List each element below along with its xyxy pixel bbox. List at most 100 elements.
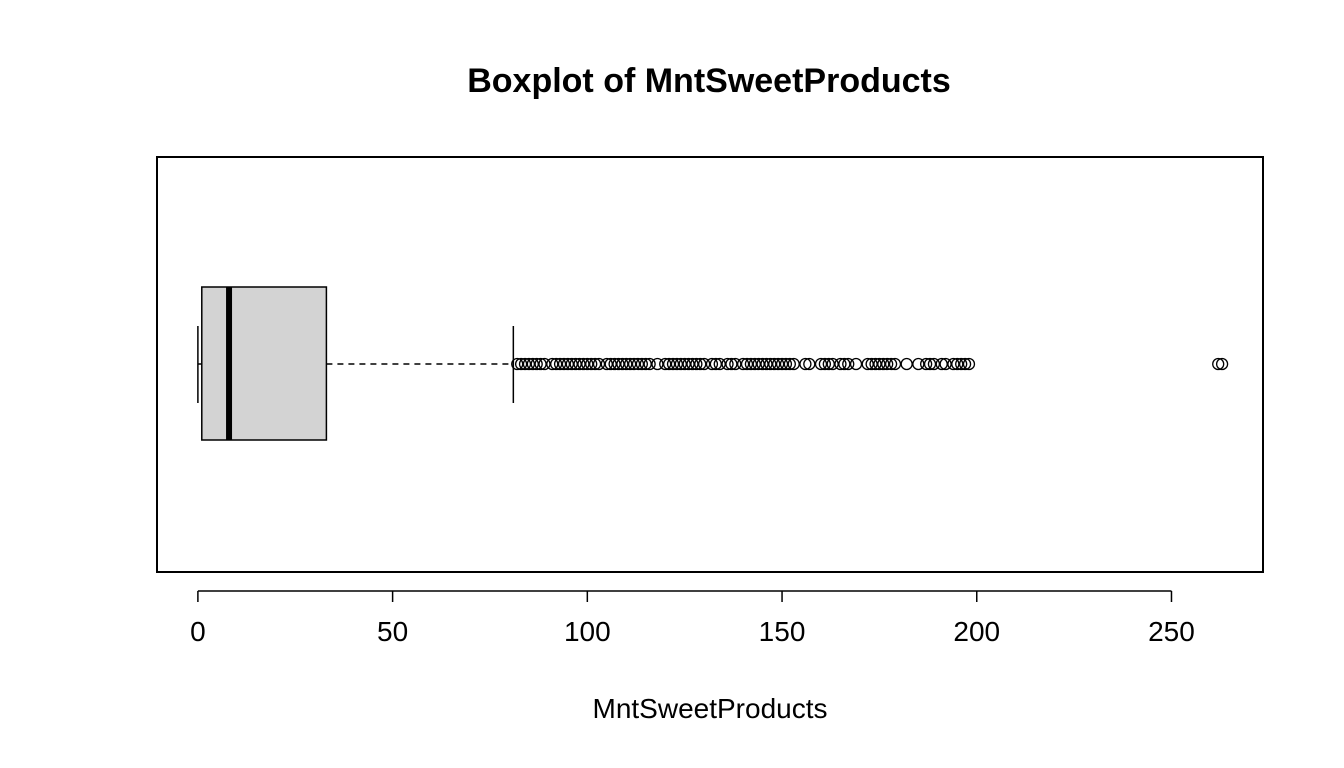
outlier-point: [873, 357, 886, 371]
outlier-point: [522, 357, 536, 371]
outlier-point: [912, 357, 925, 371]
outlier-point: [1212, 357, 1225, 371]
outlier-point: [546, 357, 559, 371]
outlier-point: [678, 357, 691, 371]
x-axis: 0 50 100 150 200 250: [190, 590, 1195, 647]
box-group: [197, 286, 515, 441]
outlier-point: [612, 357, 625, 371]
outlier-point: [511, 357, 524, 371]
outlier-point: [526, 357, 539, 371]
outlier-point: [775, 357, 789, 371]
outlier-point: [538, 357, 551, 371]
outlier-point: [814, 357, 828, 371]
outlier-point: [822, 357, 835, 371]
outlier-point: [779, 357, 793, 371]
outlier-point: [674, 357, 687, 371]
outlier-point: [666, 357, 680, 371]
outlier-point: [884, 357, 898, 371]
outlier-points: [511, 357, 1229, 371]
outlier-point: [861, 357, 874, 371]
outlier-point: [1215, 357, 1229, 371]
outlier-point: [869, 357, 882, 371]
outlier-point: [927, 357, 941, 371]
outlier-point: [772, 357, 785, 371]
outlier-point: [900, 357, 913, 371]
outlier-point: [919, 357, 933, 371]
outlier-point: [577, 357, 590, 371]
outlier-point: [818, 357, 832, 371]
outlier-point: [616, 357, 629, 371]
outlier-point: [736, 357, 750, 371]
outlier-point: [764, 357, 777, 371]
outlier-point: [514, 357, 528, 371]
outlier-point: [553, 357, 567, 371]
outlier-point: [842, 357, 855, 371]
outlier-point: [826, 357, 839, 371]
outlier-point: [744, 357, 758, 371]
outlier-point: [849, 357, 863, 371]
outlier-point: [834, 357, 847, 371]
outlier-point: [530, 357, 543, 371]
outlier-point: [962, 357, 976, 371]
outlier-point: [682, 357, 695, 371]
outlier-point: [565, 357, 578, 371]
outlier-point: [550, 357, 563, 371]
x-axis-label: MntSweetProducts: [593, 693, 828, 724]
outlier-point: [627, 357, 641, 371]
interquartile-box: [201, 286, 328, 441]
outlier-point: [951, 357, 964, 371]
outlier-point: [635, 357, 648, 371]
x-tick-label: 50: [377, 616, 408, 647]
outlier-point: [838, 357, 851, 371]
outlier-point: [588, 357, 602, 371]
outlier-point: [592, 357, 606, 371]
outlier-point: [573, 357, 586, 371]
outlier-point: [756, 357, 769, 371]
x-tick-label: 100: [564, 616, 611, 647]
outlier-point: [721, 357, 734, 371]
outlier-point: [659, 357, 672, 371]
outlier-point: [662, 357, 676, 371]
outlier-point: [557, 357, 571, 371]
outlier-point: [752, 357, 765, 371]
outlier-point: [600, 357, 613, 371]
outlier-point: [877, 357, 890, 371]
outlier-point: [581, 357, 594, 371]
x-tick-label: 150: [759, 616, 806, 647]
x-tick-label: 0: [190, 616, 206, 647]
outlier-point: [935, 357, 948, 371]
outlier-point: [624, 357, 637, 371]
plot-frame: [156, 156, 1264, 573]
outlier-point: [713, 357, 726, 371]
outlier-point: [939, 357, 952, 371]
outlier-point: [698, 357, 711, 371]
outlier-point: [760, 357, 773, 371]
outlier-point: [803, 357, 816, 371]
outlier-point: [608, 357, 621, 371]
outlier-point: [643, 357, 656, 371]
outlier-point: [585, 357, 598, 371]
outlier-point: [783, 357, 796, 371]
outlier-point: [748, 357, 761, 371]
outlier-point: [694, 357, 707, 371]
x-tick-label: 200: [953, 616, 1000, 647]
outlier-point: [518, 357, 532, 371]
outlier-point: [865, 357, 878, 371]
outlier-point: [561, 357, 575, 371]
outlier-point: [729, 357, 742, 371]
outlier-point: [787, 357, 800, 371]
chart-title: Boxplot of MntSweetProducts: [467, 62, 951, 100]
outlier-point: [690, 357, 703, 371]
outlier-point: [534, 357, 547, 371]
outlier-point: [725, 357, 738, 371]
outlier-point: [670, 357, 684, 371]
outlier-point: [686, 357, 699, 371]
outlier-point: [651, 357, 664, 371]
outlier-point: [881, 357, 894, 371]
outlier-point: [740, 357, 754, 371]
outlier-point: [888, 357, 902, 371]
outlier-point: [639, 357, 652, 371]
outlier-point: [569, 357, 582, 371]
outlier-point: [947, 357, 960, 371]
outlier-point: [709, 357, 722, 371]
